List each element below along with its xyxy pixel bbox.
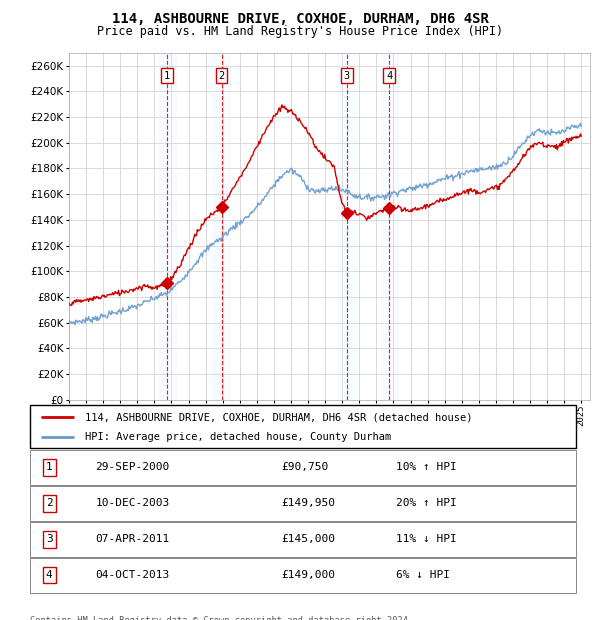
Text: Contains HM Land Registry data © Crown copyright and database right 2024.: Contains HM Land Registry data © Crown c… xyxy=(30,616,413,620)
Text: 11% ↓ HPI: 11% ↓ HPI xyxy=(396,534,457,544)
FancyBboxPatch shape xyxy=(30,558,576,593)
Text: 6% ↓ HPI: 6% ↓ HPI xyxy=(396,570,450,580)
Text: 1: 1 xyxy=(46,463,52,472)
Text: 3: 3 xyxy=(344,71,350,81)
Bar xyxy=(338,53,355,400)
Text: 3: 3 xyxy=(46,534,52,544)
Text: 114, ASHBOURNE DRIVE, COXHOE, DURHAM, DH6 4SR: 114, ASHBOURNE DRIVE, COXHOE, DURHAM, DH… xyxy=(112,12,488,27)
Text: Price paid vs. HM Land Registry's House Price Index (HPI): Price paid vs. HM Land Registry's House … xyxy=(97,25,503,38)
Text: 4: 4 xyxy=(46,570,52,580)
Text: 10-DEC-2003: 10-DEC-2003 xyxy=(95,498,170,508)
Text: HPI: Average price, detached house, County Durham: HPI: Average price, detached house, Coun… xyxy=(85,432,391,442)
Text: 10% ↑ HPI: 10% ↑ HPI xyxy=(396,463,457,472)
FancyBboxPatch shape xyxy=(30,405,576,448)
Bar xyxy=(158,53,176,400)
Text: 07-APR-2011: 07-APR-2011 xyxy=(95,534,170,544)
Text: 29-SEP-2000: 29-SEP-2000 xyxy=(95,463,170,472)
Text: £90,750: £90,750 xyxy=(281,463,328,472)
Text: 20% ↑ HPI: 20% ↑ HPI xyxy=(396,498,457,508)
Text: 2: 2 xyxy=(46,498,52,508)
Text: 04-OCT-2013: 04-OCT-2013 xyxy=(95,570,170,580)
Text: 4: 4 xyxy=(386,71,392,81)
FancyBboxPatch shape xyxy=(30,486,576,521)
Text: £145,000: £145,000 xyxy=(281,534,335,544)
Bar xyxy=(213,53,230,400)
Text: 114, ASHBOURNE DRIVE, COXHOE, DURHAM, DH6 4SR (detached house): 114, ASHBOURNE DRIVE, COXHOE, DURHAM, DH… xyxy=(85,412,472,422)
Text: 2: 2 xyxy=(218,71,225,81)
FancyBboxPatch shape xyxy=(30,450,576,485)
Text: £149,950: £149,950 xyxy=(281,498,335,508)
Bar xyxy=(380,53,398,400)
Text: 1: 1 xyxy=(164,71,170,81)
FancyBboxPatch shape xyxy=(30,522,576,557)
Text: £149,000: £149,000 xyxy=(281,570,335,580)
